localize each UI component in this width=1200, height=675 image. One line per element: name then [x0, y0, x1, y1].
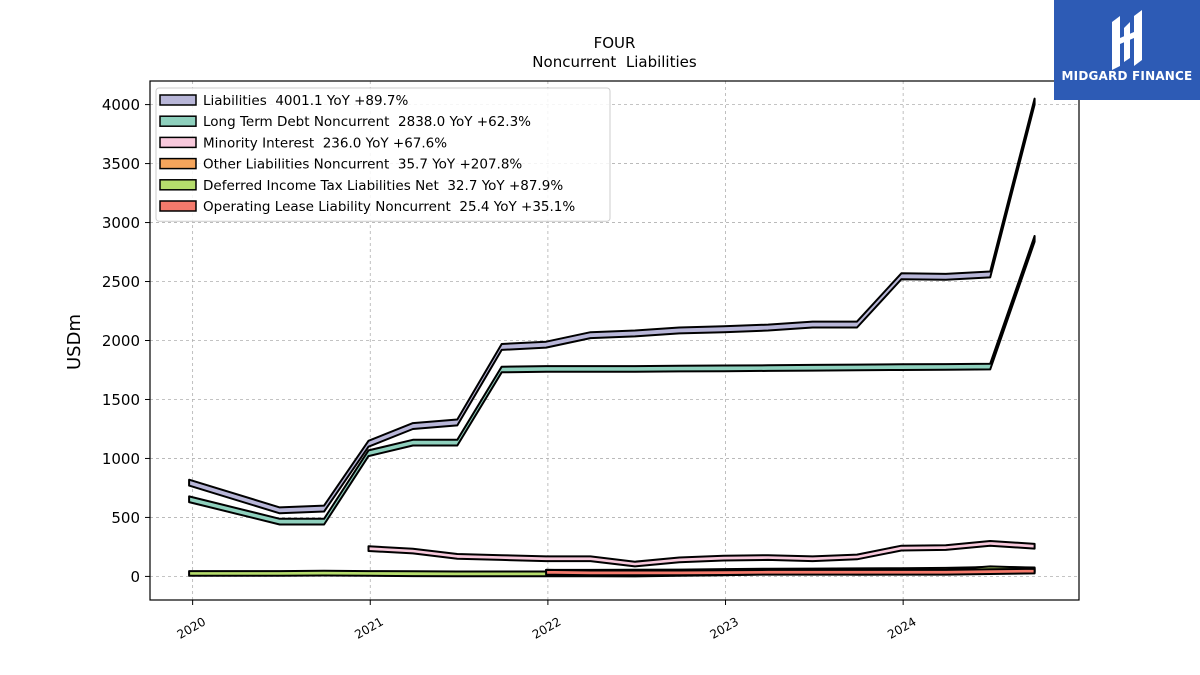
series-minority-interest — [367, 540, 1036, 568]
y-tick-label: 500 — [111, 509, 140, 527]
y-tick-label: 3000 — [102, 214, 140, 232]
x-tick-label: 2024 — [885, 614, 918, 641]
legend-swatch — [159, 179, 197, 191]
chart-title: FOUR — [594, 34, 636, 52]
chart-subtitle: Noncurrent Liabilities — [532, 53, 697, 71]
y-tick-label: 1000 — [102, 450, 140, 468]
y-tick-label: 2500 — [102, 273, 140, 291]
series-operating-lease-liability-noncurrent — [545, 567, 1036, 577]
logo-mark-icon — [1112, 10, 1142, 70]
legend-label: Minority Interest 236.0 YoY +67.6% — [203, 135, 447, 151]
legend: Liabilities 4001.1 YoY +89.7% Long Term D… — [155, 87, 611, 222]
y-axis-label: USDm — [64, 314, 85, 370]
series-band — [545, 567, 1036, 577]
series-band — [188, 97, 1036, 515]
y-tick-label: 2000 — [102, 332, 140, 350]
y-tick-label: 3500 — [102, 155, 140, 173]
series-band — [367, 540, 1036, 568]
x-tick-label: 2023 — [708, 614, 741, 641]
legend-swatch — [159, 94, 197, 106]
legend-label: Long Term Debt Noncurrent 2838.0 YoY +62… — [203, 114, 531, 130]
logo-text: MIDGARD FINANCE — [1061, 69, 1193, 83]
series-band — [188, 235, 1036, 526]
legend-box — [155, 87, 611, 222]
y-tick-label: 1500 — [102, 391, 140, 409]
y-tick-label: 0 — [130, 568, 140, 586]
x-tick-label: 2020 — [175, 614, 208, 641]
legend-label: Deferred Income Tax Liabilities Net 32.7… — [203, 178, 563, 194]
y-tick-label: 4000 — [102, 96, 140, 114]
legend-swatch — [159, 115, 197, 127]
legend-swatch — [159, 157, 197, 170]
series-liabilities — [188, 97, 1036, 515]
legend-label: Other Liabilities Noncurrent 35.7 YoY +2… — [203, 157, 522, 173]
x-tick-label: 2022 — [530, 614, 563, 641]
series-layer — [188, 97, 1036, 578]
x-tick-label: 2021 — [352, 614, 385, 641]
legend-label: Operating Lease Liability Noncurrent 25.… — [203, 199, 575, 215]
series-long-term-debt-noncurrent — [188, 235, 1036, 526]
legend-swatch — [159, 136, 197, 149]
grid — [150, 81, 1079, 600]
legend-swatch — [159, 200, 197, 212]
legend-label: Liabilities 4001.1 YoY +89.7% — [203, 93, 408, 109]
axis-ticks: 0 500 1000 1500 2000 2500 3000 3500 4000 2020 2021… — [102, 96, 919, 642]
midgard-finance-logo: MIDGARD FINANCE — [1054, 0, 1200, 100]
